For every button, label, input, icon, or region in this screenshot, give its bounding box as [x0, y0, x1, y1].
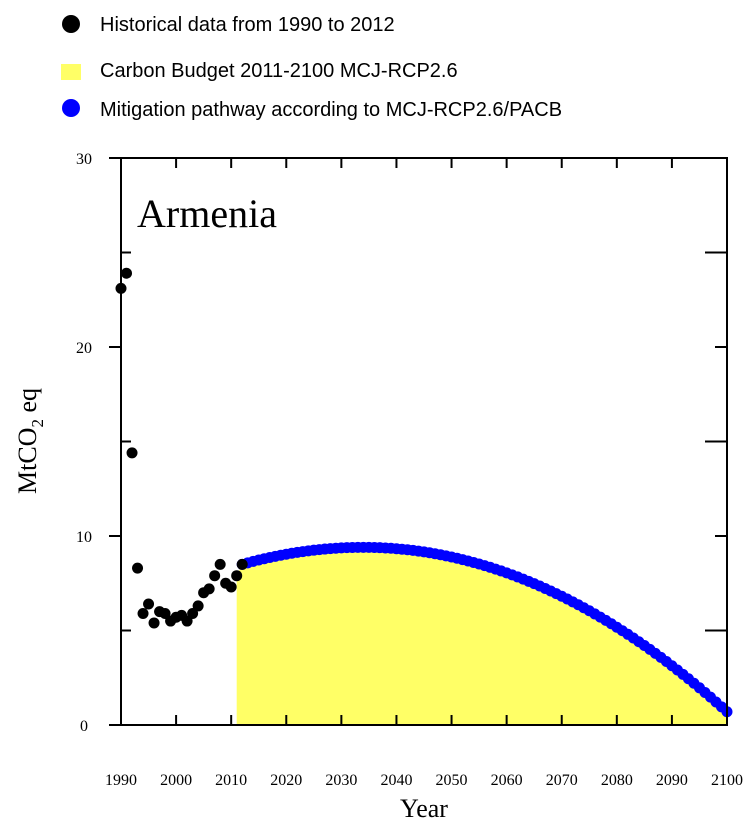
historical-point — [225, 581, 237, 593]
legend-marker-pathway — [62, 99, 80, 117]
legend-label-budget: Carbon Budget 2011-2100 MCJ-RCP2.6 — [100, 60, 458, 82]
y-axis-title-subscript: 2 — [28, 419, 47, 428]
y-tick-label: 10 — [76, 529, 92, 546]
y-axis-title-prefix: MtCO — [13, 428, 42, 494]
historical-point — [181, 615, 193, 627]
x-tick-label: 2030 — [325, 772, 357, 789]
historical-point — [203, 583, 215, 595]
historical-point — [214, 558, 226, 570]
y-tick-label: 30 — [76, 151, 92, 168]
historical-point — [126, 447, 138, 459]
historical-point — [236, 558, 248, 570]
mitigation-pathway-series — [236, 541, 733, 718]
x-tick-label: 2090 — [656, 772, 688, 789]
historical-point — [187, 607, 199, 619]
y-tick-label: 20 — [76, 340, 92, 357]
x-tick-label: 2040 — [380, 772, 412, 789]
x-tick-label: 2100 — [711, 772, 743, 789]
country-label: Armenia — [137, 191, 277, 236]
historical-point — [143, 598, 155, 610]
legend: Historical data from 1990 to 2012 Carbon… — [61, 14, 562, 121]
historical-point — [121, 267, 133, 279]
historical-point — [159, 607, 171, 619]
x-tick-label: 1990 — [105, 772, 137, 789]
legend-label-historical: Historical data from 1990 to 2012 — [100, 14, 395, 36]
tick-labels: 1990 2000 2010 2020 2030 2040 2050 2060 2070 2080… — [76, 151, 743, 789]
x-tick-label: 2020 — [270, 772, 302, 789]
historical-data-series — [115, 267, 248, 629]
y-tick-label: 0 — [80, 718, 88, 735]
x-tick-label: 2050 — [436, 772, 468, 789]
x-tick-label: 2060 — [491, 772, 523, 789]
y-axis-title: MtCO2 eq — [13, 388, 47, 494]
x-tick-label: 2000 — [160, 772, 192, 789]
x-tick-label: 2080 — [601, 772, 633, 789]
x-tick-label: 2070 — [546, 772, 578, 789]
carbon-budget-area — [236, 547, 727, 725]
historical-point — [132, 562, 144, 574]
historical-point — [209, 570, 221, 582]
historical-point — [137, 607, 149, 619]
axis-ticks — [109, 157, 728, 726]
x-tick-label: 2010 — [215, 772, 247, 789]
y-axis-title-suffix: eq — [13, 388, 42, 419]
legend-marker-historical — [62, 15, 80, 33]
legend-label-pathway: Mitigation pathway according to MCJ-RCP2… — [100, 99, 562, 121]
legend-marker-budget — [61, 64, 81, 80]
x-axis-title: Year — [400, 794, 448, 822]
historical-point — [231, 570, 243, 582]
historical-point — [192, 600, 204, 612]
historical-point — [148, 617, 160, 629]
